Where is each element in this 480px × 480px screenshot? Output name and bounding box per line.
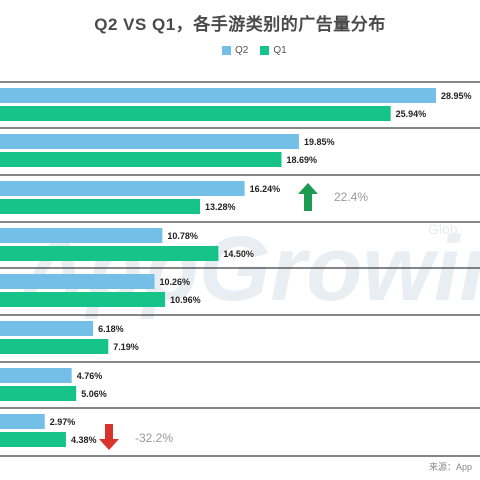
data-label-q2: 4.76%: [77, 371, 103, 381]
legend-swatch-q2: [222, 46, 231, 55]
bar-q2: [0, 321, 94, 336]
bar-q2: [0, 181, 245, 196]
down-arrow-icon: [99, 424, 119, 450]
data-label-q2: 10.26%: [160, 277, 191, 287]
bar-q2: [0, 228, 163, 243]
watermark-small-text: Glob: [428, 221, 458, 237]
legend-label-q2: Q2: [235, 45, 249, 56]
bar-q1: [0, 386, 77, 401]
source-note: 来源：App: [428, 462, 472, 472]
data-label-q2: 6.18%: [98, 324, 124, 334]
data-label-q1: 10.96%: [170, 295, 201, 305]
bar-q1: [0, 152, 282, 167]
legend-item-q1: Q1: [260, 45, 287, 56]
change-label-up: 22.4%: [334, 190, 368, 204]
data-label-q1: 25.94%: [396, 109, 427, 119]
legend-item-q2: Q2: [222, 45, 248, 56]
bar-q1: [0, 339, 109, 354]
bar-q2: [0, 134, 299, 149]
data-label-q2: 28.95%: [441, 91, 472, 101]
data-label-q1: 4.38%: [71, 435, 97, 445]
bar-q1: [0, 246, 219, 261]
legend-label-q1: Q1: [273, 45, 287, 56]
bar-q2: [0, 414, 45, 429]
legend: Q2 Q1: [222, 45, 287, 56]
data-label-q1: 14.50%: [223, 249, 254, 259]
change-label-down: -32.2%: [135, 431, 173, 445]
bar-q2: [0, 88, 436, 103]
data-label-q1: 18.69%: [286, 155, 317, 165]
up-arrow-icon: [298, 183, 318, 211]
chart-title: Q2 VS Q1，各手游类别的广告量分布: [94, 15, 386, 34]
bar-q1: [0, 106, 391, 121]
bar-q2: [0, 368, 72, 383]
bar-q1: [0, 199, 201, 214]
bar-q1: [0, 432, 66, 447]
legend-swatch-q1: [260, 46, 270, 55]
data-label-q2: 2.97%: [50, 417, 76, 427]
data-label-q2: 10.78%: [167, 231, 198, 241]
bar-q2: [0, 274, 155, 289]
bar-q1: [0, 292, 166, 307]
data-label-q2: 19.85%: [304, 137, 335, 147]
data-label-q1: 7.19%: [113, 342, 139, 352]
data-label-q2: 16.24%: [250, 184, 281, 194]
data-label-q1: 5.06%: [81, 389, 107, 399]
data-label-q1: 13.28%: [205, 202, 236, 212]
